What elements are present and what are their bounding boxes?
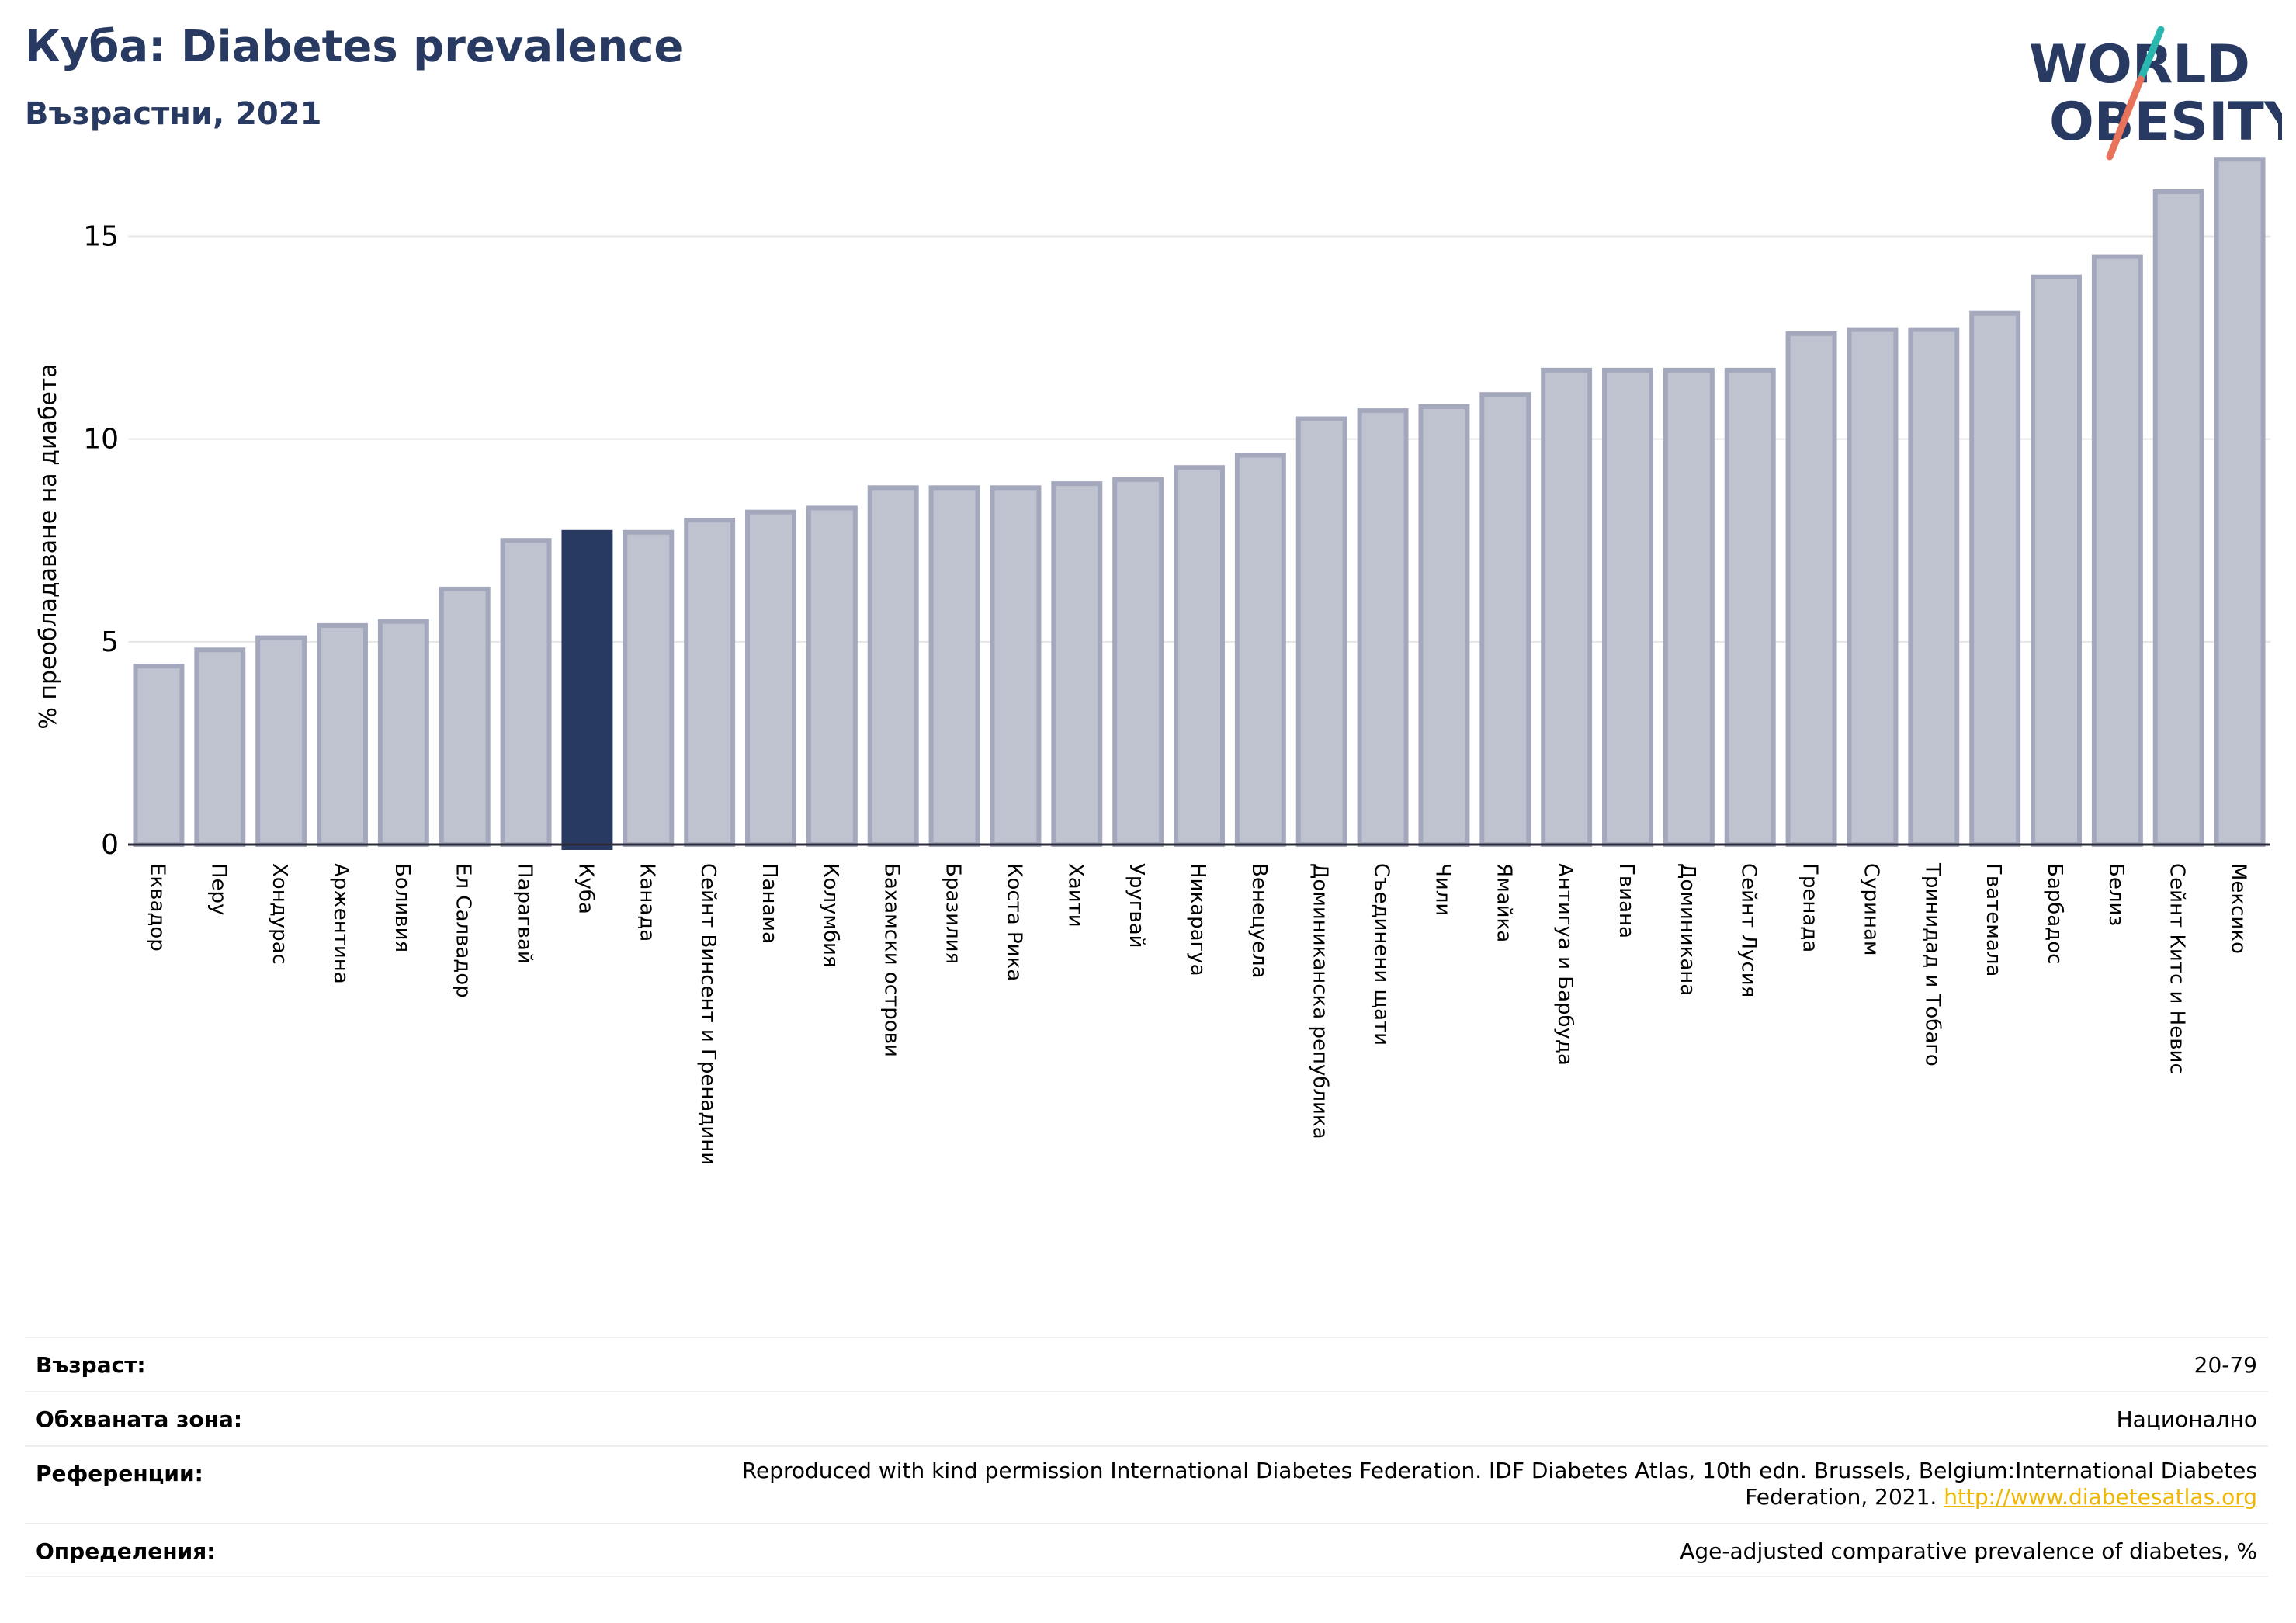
- bar-14: [928, 485, 980, 847]
- bar-7: [500, 538, 552, 847]
- bar-19: [1234, 453, 1286, 848]
- bar-22: [1418, 404, 1470, 847]
- bar-12: [806, 505, 858, 848]
- x-tick-label: Ел Салвадор: [452, 863, 475, 998]
- bar-24: [1541, 367, 1593, 847]
- x-tick-label: Ямайка: [1492, 863, 1515, 942]
- x-tick-label: Никарагуа: [1186, 863, 1209, 976]
- x-tick-label: Уругвай: [1125, 863, 1148, 948]
- x-tick-label: Куба: [574, 863, 597, 914]
- bar-16: [1051, 481, 1103, 847]
- info-label: Обхваната зона:: [36, 1406, 243, 1432]
- bar-15: [990, 485, 1042, 847]
- info-row: Референции: Reproduced with kind permissi…: [25, 1445, 2268, 1523]
- bar-33: [2091, 254, 2143, 847]
- bar-27: [1724, 367, 1776, 847]
- bars: [133, 157, 2266, 850]
- reference-link[interactable]: http://www.diabetesatlas.org: [1944, 1484, 2257, 1510]
- x-tick-label: Гвиана: [1614, 863, 1638, 938]
- x-tick-label: Доминиканска република: [1309, 863, 1332, 1139]
- chart-subtitle: Възрастни, 2021: [25, 96, 322, 132]
- bar-23: [1479, 392, 1531, 847]
- info-table: Възраст: 20-79 Обхваната зона: Национално Ре…: [25, 1337, 2268, 1577]
- bar-6: [439, 586, 491, 848]
- info-label: Възраст:: [36, 1352, 146, 1378]
- info-value: Национално: [2116, 1406, 2257, 1432]
- x-tick-label: Парагвай: [513, 863, 536, 964]
- y-tick-label: 15: [83, 220, 119, 252]
- info-value: Reproduced with kind permission Internat…: [741, 1458, 2257, 1510]
- bar-31: [1969, 310, 2021, 847]
- bar-11: [745, 509, 796, 847]
- info-value: Age-adjusted comparative prevalence of d…: [1680, 1538, 2257, 1564]
- bar-3: [255, 635, 307, 847]
- bar-10: [684, 518, 736, 848]
- bar-26: [1663, 367, 1715, 847]
- bar-35: [2214, 157, 2266, 848]
- x-tick-label: Панама: [758, 863, 781, 944]
- x-tick-label: Бахамски острови: [880, 863, 903, 1057]
- bar-29: [1847, 327, 1899, 847]
- info-row: Обхваната зона: Национално: [25, 1391, 2268, 1445]
- bar-21: [1357, 408, 1409, 847]
- y-tick-label: 10: [83, 424, 119, 456]
- y-axis-label: % преобладаване на диабета: [35, 363, 62, 729]
- bar-18: [1174, 465, 1225, 848]
- y-tick-label: 5: [101, 626, 119, 658]
- x-tick-label: Аржентина: [329, 863, 352, 984]
- bar-4: [317, 622, 368, 847]
- info-row: Определения: Age-adjusted comparative pre…: [25, 1523, 2268, 1577]
- logo-text-obesity: OBESITY: [2049, 92, 2282, 153]
- x-tick-label: Антигуа и Барбуда: [1553, 863, 1576, 1066]
- x-tick-label: Сейнт Лусия: [1737, 863, 1760, 997]
- x-tick-label: Сейнт Винсент и Гренадини: [696, 863, 720, 1165]
- chart-title: Куба: Diabetes prevalence: [25, 22, 684, 72]
- x-tick-label: Тринидад и Тобаго: [1920, 862, 1944, 1066]
- x-tick-label: Колумбия: [819, 863, 842, 968]
- y-tick-labels: 0 5 10 15: [83, 220, 119, 861]
- bar-17: [1112, 477, 1164, 847]
- x-tick-label: Мексико: [2227, 863, 2250, 954]
- logo-slash-coral: [2106, 75, 2145, 161]
- info-value: 20-79: [2194, 1352, 2257, 1378]
- y-tick-label: 0: [101, 829, 119, 861]
- x-tick-label: Перу: [206, 863, 230, 915]
- x-tick-label: Доминикана: [1676, 863, 1699, 996]
- x-tick-label: Съединени щати: [1370, 863, 1393, 1046]
- x-tick-labels: Еквадор Перу Хондурас Аржентина Боливия Ел Са…: [145, 862, 2249, 1165]
- x-tick-label: Еквадор: [145, 863, 168, 952]
- x-tick-label: Хаити: [1063, 863, 1087, 928]
- bar-9: [623, 529, 675, 847]
- x-tick-label: Суринам: [1859, 863, 1882, 956]
- world-obesity-logo: WORLD OBESITY: [2029, 26, 2282, 161]
- x-tick-label: Гренада: [1798, 863, 1822, 952]
- bar-13: [867, 485, 919, 847]
- x-tick-label: Канада: [635, 863, 658, 942]
- bar-5: [377, 619, 429, 847]
- x-tick-label: Венецуела: [1247, 863, 1271, 978]
- x-tick-label: Чили: [1431, 863, 1454, 916]
- bar-1: [133, 664, 185, 848]
- x-tick-label: Хондурас: [268, 863, 291, 965]
- x-tick-label: Боливия: [390, 863, 414, 952]
- x-tick-label: Белиз: [2104, 863, 2128, 926]
- bar-8: [561, 529, 613, 850]
- x-tick-label: Коста Рика: [1002, 863, 1025, 981]
- x-tick-label: Барбадос: [2043, 863, 2066, 964]
- bar-32: [2031, 274, 2082, 847]
- info-row: Възраст: 20-79: [25, 1337, 2268, 1391]
- bar-30: [1908, 327, 1960, 847]
- x-tick-label: Бразилия: [942, 863, 965, 964]
- bar-20: [1295, 416, 1347, 847]
- info-label: Референции:: [36, 1461, 203, 1486]
- bar-2: [194, 647, 246, 847]
- bar-chart: 0 5 10 15 Еквадор Перу Хондурас Аржентина Болив…: [35, 157, 2270, 1165]
- logo-slash-teal: [2137, 26, 2165, 83]
- x-tick-label: Сейнт Китс и Невис: [2166, 863, 2189, 1074]
- bar-25: [1602, 367, 1653, 847]
- bar-34: [2152, 189, 2204, 847]
- bar-28: [1785, 331, 1837, 848]
- x-tick-label: Гватемала: [1982, 863, 2005, 976]
- info-label: Определения:: [36, 1538, 216, 1564]
